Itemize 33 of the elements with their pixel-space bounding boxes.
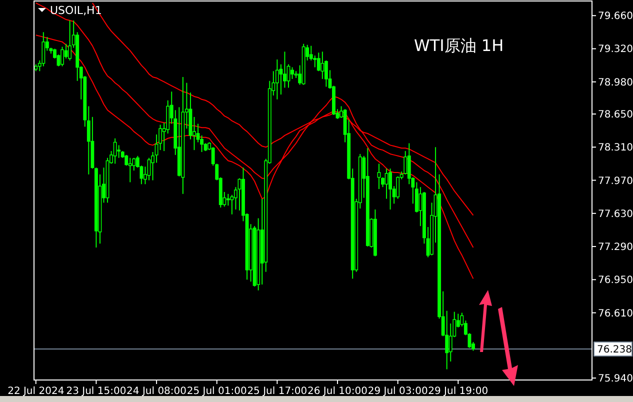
candlestick bbox=[396, 176, 400, 200]
x-tick-label: 25 Jul 17:00 bbox=[247, 386, 308, 397]
y-tick-label: 78.310 bbox=[598, 142, 633, 154]
candlestick bbox=[320, 51, 324, 80]
x-tick-label: 24 Jul 08:00 bbox=[126, 386, 187, 397]
y-tick-label: 75.940 bbox=[598, 374, 633, 385]
x-tick-label: 26 Jul 10:00 bbox=[308, 386, 368, 397]
x-tick-label: 29 Jul 03:00 bbox=[368, 386, 428, 397]
x-tick-label: 22 Jul 2024 bbox=[8, 386, 64, 397]
candlestick bbox=[117, 144, 121, 158]
y-tick-label: 77.970 bbox=[598, 176, 633, 187]
candlestick bbox=[60, 46, 64, 67]
y-tick-label: 78.650 bbox=[598, 110, 633, 121]
y-tick-label: 79.660 bbox=[598, 11, 633, 22]
y-tick-label: 76.950 bbox=[598, 275, 633, 286]
x-tick-label: 29 Jul 19:00 bbox=[428, 386, 488, 397]
candlestick bbox=[113, 138, 117, 164]
candlestick bbox=[128, 157, 132, 183]
candlestick bbox=[68, 20, 72, 61]
candlestick bbox=[388, 168, 392, 210]
candlestick bbox=[226, 193, 230, 206]
candlestick bbox=[42, 32, 46, 67]
annotation: WTI原油 1H bbox=[414, 36, 504, 55]
y-tick-label: 78.980 bbox=[598, 77, 633, 88]
y-tick-label: 77.290 bbox=[598, 242, 633, 254]
x-tick-label: 23 Jul 15:00 bbox=[66, 386, 126, 397]
ref-line-label: 76.238 bbox=[597, 344, 632, 356]
x-tick-label: 25 Jul 01:00 bbox=[186, 386, 247, 397]
y-tick-label: 79.320 bbox=[598, 44, 633, 56]
candlestick bbox=[290, 66, 294, 80]
y-tick-label: 76.610 bbox=[598, 308, 633, 320]
y-tick-label: 77.630 bbox=[598, 208, 633, 220]
candlestick bbox=[275, 58, 279, 100]
